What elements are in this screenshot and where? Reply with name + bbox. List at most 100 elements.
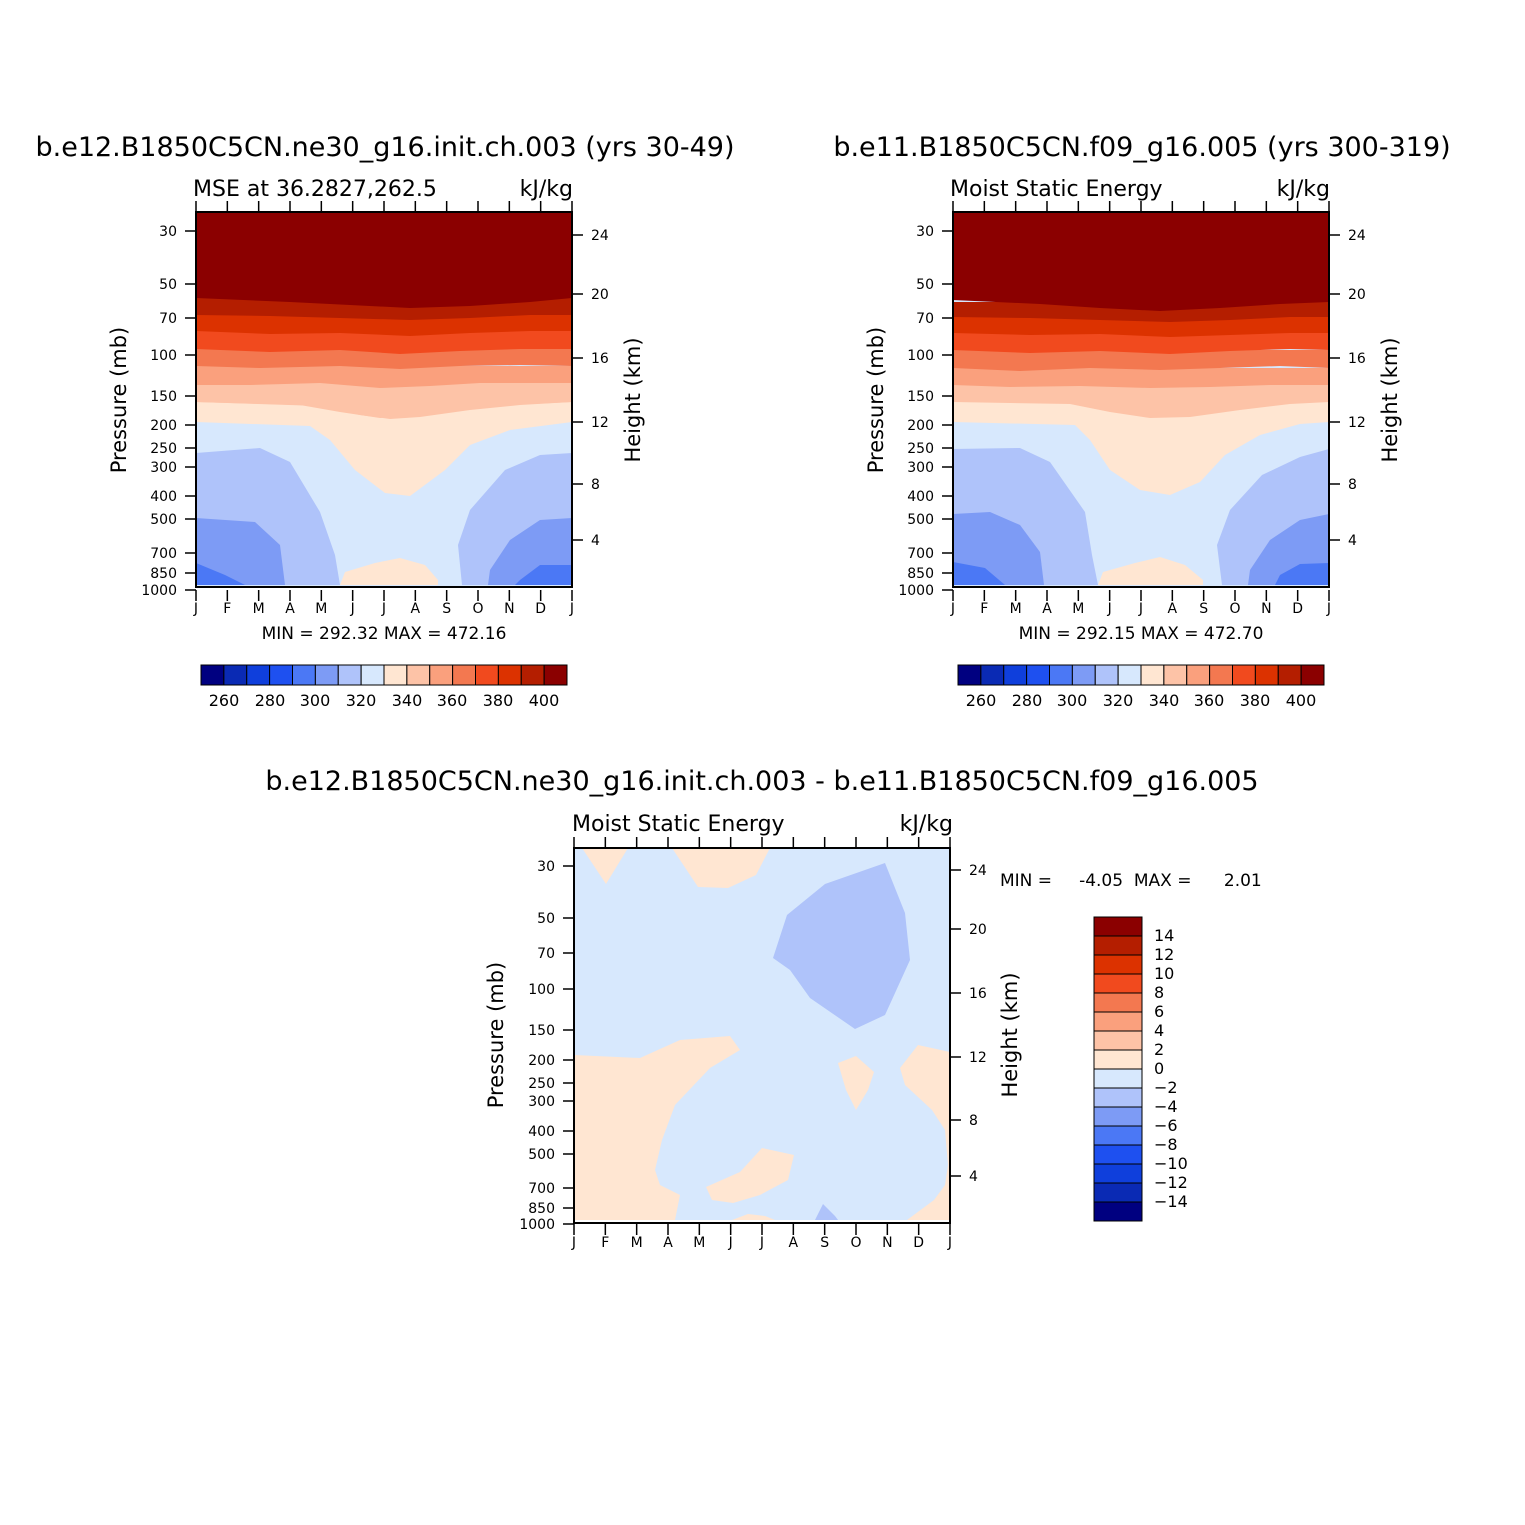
panel-3-y2label: Height (km) — [998, 972, 1022, 1097]
panel-2-plot-area — [952, 211, 1330, 588]
x-tick-label-8: S — [1199, 601, 1208, 617]
panel-3-ytick-700: 700 — [528, 1181, 555, 1197]
panel-2-contour-360-370 — [953, 368, 1329, 388]
panel-2-y2tick-12: 12 — [1348, 415, 1366, 431]
panel-1-contour-300-310-left — [196, 518, 285, 585]
panel-2-cb-label-380: 380 — [1240, 691, 1271, 710]
panel-1-cb-label-300: 300 — [300, 691, 331, 710]
panel-2-ytick-700: 700 — [907, 546, 934, 562]
x-tick-label-10: N — [504, 601, 514, 617]
panel-3-ytick-50: 50 — [537, 911, 555, 927]
panel-2-cb-label-300: 300 — [1057, 691, 1088, 710]
panel-1-title: b.e12.B1850C5CN.ne30_g16.init.ch.003 (yr… — [35, 132, 734, 163]
x-tick-label-10: N — [882, 1235, 892, 1251]
panel-2-title: b.e11.B1850C5CN.f09_g16.005 (yrs 300-319… — [833, 132, 1450, 163]
x-tick-label-9: O — [1229, 601, 1240, 617]
colorbar-swatch-10 — [429, 664, 454, 686]
x-tick-label-12: J — [947, 1235, 952, 1251]
panel-3-cb-label-14: −14 — [1154, 1192, 1188, 1211]
panel-3-contour-0-2-right — [900, 1045, 950, 1220]
panel-1-ytick-30: 30 — [159, 224, 177, 240]
colorbar-swatch-1 — [980, 664, 1005, 686]
x-tick-label-12: J — [1326, 601, 1331, 617]
colorbar-swatch-6 — [1094, 664, 1119, 686]
panel-3-plot-area — [573, 847, 951, 1224]
panel-2-ytick-30: 30 — [916, 224, 934, 240]
panel-3-ytick-100: 100 — [528, 982, 555, 998]
panel-3-y2tick-8: 8 — [969, 1113, 978, 1129]
panel-1-y2tick-8: 8 — [591, 477, 600, 493]
panel-2-ytick-70: 70 — [916, 311, 934, 327]
panel-1-ytick-300: 300 — [150, 460, 177, 476]
panel-2-ytick-1000: 1000 — [898, 583, 934, 599]
x-tick-label-0: J — [193, 601, 198, 617]
colorbar-swatch-1 — [223, 664, 248, 686]
colorbar-swatch-0 — [957, 664, 982, 686]
colorbar-swatch-14 — [520, 664, 545, 686]
panel-2-ytick-100: 100 — [907, 348, 934, 364]
panel-2-contour-330-340-surface — [1098, 557, 1203, 585]
panel-2-ytick-400: 400 — [907, 489, 934, 505]
x-tick-label-6: J — [381, 601, 386, 617]
colorbar-swatch-3 — [1093, 973, 1143, 994]
panel-2-y2tick-8: 8 — [1348, 477, 1357, 493]
colorbar-swatch-10 — [1093, 1106, 1143, 1127]
panel-1-cb-label-260: 260 — [209, 691, 240, 710]
colorbar-swatch-14 — [1277, 664, 1302, 686]
colorbar-swatch-12 — [1232, 664, 1256, 686]
panel-2-cb-label-360: 360 — [1194, 691, 1225, 710]
panel-1-contour-290-300-left — [196, 563, 245, 585]
panel-1-contour-350-360 — [196, 383, 572, 419]
panel-2-contour-340-350 — [953, 385, 1329, 418]
colorbar-swatch-3 — [1026, 664, 1050, 686]
panel-3-cb-label-3: 8 — [1154, 983, 1164, 1002]
panel-1-ytick-700: 700 — [150, 546, 177, 562]
x-tick-label-4: M — [693, 1235, 705, 1251]
panel-3-y2tick-24: 24 — [969, 863, 987, 879]
panel-2-y2tick-24: 24 — [1348, 228, 1366, 244]
colorbar-swatch-9 — [1093, 1087, 1143, 1108]
x-tick-label-8: S — [820, 1235, 829, 1251]
panel-3-colorbar — [1093, 916, 1143, 1222]
colorbar-swatch-7 — [1093, 1049, 1143, 1070]
panel-3-cb-label-8: −2 — [1154, 1078, 1178, 1097]
x-tick-label-6: J — [1138, 601, 1143, 617]
panel-3-cb-label-6: 2 — [1154, 1040, 1164, 1059]
panel-3-ytick-850: 850 — [528, 1201, 555, 1217]
panel-3-cb-label-13: −12 — [1154, 1173, 1188, 1192]
panel-2-contour-290-300-left — [953, 562, 1005, 585]
x-tick-label-6: J — [759, 1235, 764, 1251]
colorbar-swatch-2 — [1093, 954, 1143, 975]
panel-1-ytick-400: 400 — [150, 489, 177, 505]
panel-3-contour-0-2-surface-small — [732, 1214, 775, 1220]
panel-3-units: kJ/kg — [900, 812, 953, 837]
colorbar-swatch-4 — [1049, 664, 1073, 686]
panel-3-ytick-150: 150 — [528, 1023, 555, 1039]
panel-3-y2tick-20: 20 — [969, 922, 987, 938]
panel-1-cb-label-400: 400 — [529, 691, 560, 710]
colorbar-swatch-11 — [1209, 664, 1233, 686]
panel-2-contour-above-410 — [953, 212, 1329, 311]
panel-2-y2label: Height (km) — [1378, 337, 1402, 462]
panel-1-plot-area — [195, 211, 573, 588]
panel-2-ytick-150: 150 — [907, 389, 934, 405]
x-tick-label-11: D — [535, 601, 546, 617]
panel-2-ylabel: Pressure (mb) — [864, 327, 888, 474]
panel-2-ytick-300: 300 — [907, 460, 934, 476]
panel-1-contour-360-370 — [196, 366, 572, 388]
panel-1-contour-370-380 — [196, 349, 572, 369]
x-tick-label-5: J — [350, 601, 355, 617]
panel-1-cb-label-380: 380 — [483, 691, 514, 710]
panel-1-y2tick-24: 24 — [591, 228, 609, 244]
x-tick-label-2: M — [253, 601, 265, 617]
panel-2-cb-label-320: 320 — [1103, 691, 1134, 710]
panel-1-cb-label-280: 280 — [255, 691, 286, 710]
colorbar-swatch-9 — [1163, 664, 1188, 686]
colorbar-swatch-7 — [360, 664, 385, 686]
panel-1-ytick-150: 150 — [150, 389, 177, 405]
